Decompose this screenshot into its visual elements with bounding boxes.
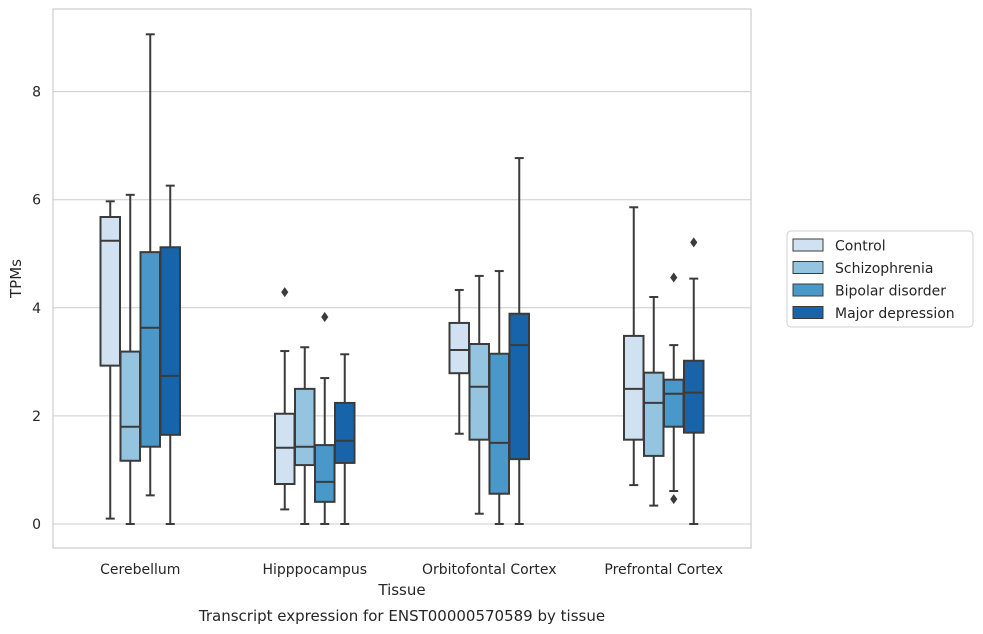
x-tick-label: Hipppocampus — [262, 562, 367, 578]
box — [159, 246, 181, 436]
y-tick-label: 8 — [32, 85, 41, 101]
box — [274, 412, 296, 486]
box — [488, 352, 510, 495]
x-tick-label: Orbitofontal Cortex — [422, 562, 557, 578]
legend-label: Control — [835, 239, 886, 255]
box — [663, 378, 685, 428]
box — [643, 371, 665, 457]
outlier-point — [690, 237, 698, 248]
y-axis-label: TPMs — [7, 259, 25, 299]
box — [139, 251, 161, 448]
legend-frame — [786, 230, 974, 328]
y-tick-label: 4 — [32, 301, 41, 317]
chart-caption: Transcript expression for ENST0000057058… — [198, 607, 605, 625]
box — [508, 312, 530, 461]
legend-swatch — [792, 238, 824, 252]
outlier-point — [670, 272, 678, 283]
legend-label: Bipolar disorder — [835, 284, 946, 300]
box — [119, 350, 141, 462]
box — [314, 444, 336, 503]
plot-frame — [52, 8, 752, 549]
box — [623, 334, 645, 441]
legend-label: Schizophrenia — [835, 261, 933, 277]
outlier-point — [321, 311, 329, 322]
x-tick-label: Cerebellum — [100, 562, 180, 578]
y-tick-label: 0 — [32, 517, 41, 533]
legend-swatch — [792, 261, 824, 274]
box — [99, 215, 121, 367]
legend-swatch — [792, 306, 824, 319]
outlier-point — [670, 494, 678, 505]
x-tick-label: Prefrontal Cortex — [604, 562, 723, 578]
legend-label: Major depression — [835, 306, 955, 322]
x-axis-label: Tissue — [377, 581, 425, 599]
outlier-point — [281, 287, 289, 298]
box — [334, 401, 356, 464]
y-tick-label: 6 — [32, 193, 41, 209]
box — [448, 321, 470, 375]
box — [294, 387, 316, 467]
y-tick-label: 2 — [32, 409, 41, 425]
box — [683, 359, 705, 434]
box — [468, 343, 490, 441]
legend-swatch — [792, 283, 824, 297]
